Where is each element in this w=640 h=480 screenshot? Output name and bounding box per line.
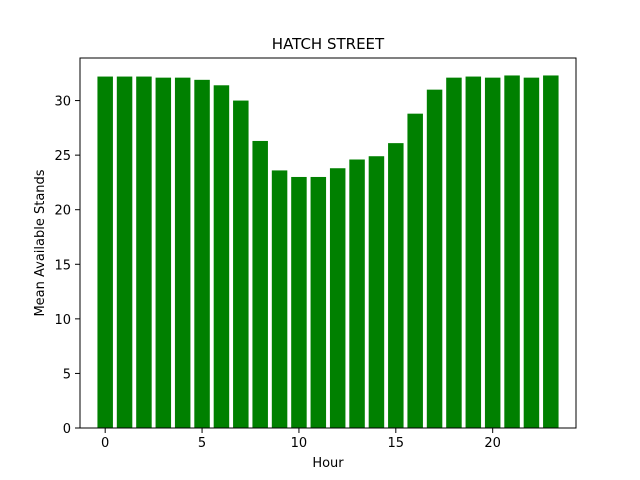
bar-hour-12 [329, 168, 346, 428]
bar-hour-9 [271, 170, 288, 428]
bar-hour-17 [426, 89, 443, 428]
bar-hour-22 [523, 77, 540, 428]
bar-hour-1 [116, 76, 133, 429]
y-tick-label: 25 [54, 149, 71, 164]
bar-hour-16 [407, 113, 423, 428]
y-tick-label: 20 [54, 204, 71, 219]
bar-hour-8 [252, 140, 268, 428]
bar-hour-2 [136, 76, 152, 429]
x-tick-label: 15 [388, 436, 405, 451]
bar-hour-7 [233, 100, 249, 428]
bar-hour-19 [465, 76, 482, 429]
bars-group [97, 75, 559, 429]
x-tick-label: 5 [198, 436, 206, 451]
y-tick-label: 10 [54, 313, 71, 328]
bar-hour-23 [543, 75, 559, 428]
bar-hour-15 [388, 143, 404, 428]
y-tick-label: 30 [54, 95, 71, 110]
y-tick-label: 0 [63, 422, 71, 437]
bar-hour-3 [155, 77, 172, 428]
bar-hour-0 [97, 76, 113, 429]
x-axis-label: Hour [312, 456, 344, 471]
bar-hour-18 [446, 77, 462, 428]
bar-hour-6 [213, 85, 230, 428]
bar-hour-11 [310, 176, 327, 428]
plot-frame [79, 57, 577, 429]
y-tick-label: 5 [63, 367, 71, 382]
chart-title: HATCH STREET [272, 35, 385, 53]
bar-hour-14 [368, 156, 385, 428]
x-axis-ticks: 0 5 10 15 20 [101, 428, 501, 451]
y-axis-ticks: 0 5 10 15 20 25 30 [54, 95, 80, 437]
y-axis-label: Mean Available Stands [33, 169, 48, 316]
x-tick-label: 0 [101, 436, 109, 451]
bar-hour-20 [484, 77, 501, 428]
x-tick-label: 10 [291, 436, 308, 451]
bar-hour-5 [194, 79, 210, 428]
bar-hour-21 [504, 75, 520, 428]
bar-hour-4 [174, 77, 191, 428]
x-tick-label: 20 [484, 436, 501, 451]
y-tick-label: 15 [54, 258, 71, 273]
bar-hour-13 [349, 159, 365, 428]
bar-hour-10 [291, 176, 307, 428]
